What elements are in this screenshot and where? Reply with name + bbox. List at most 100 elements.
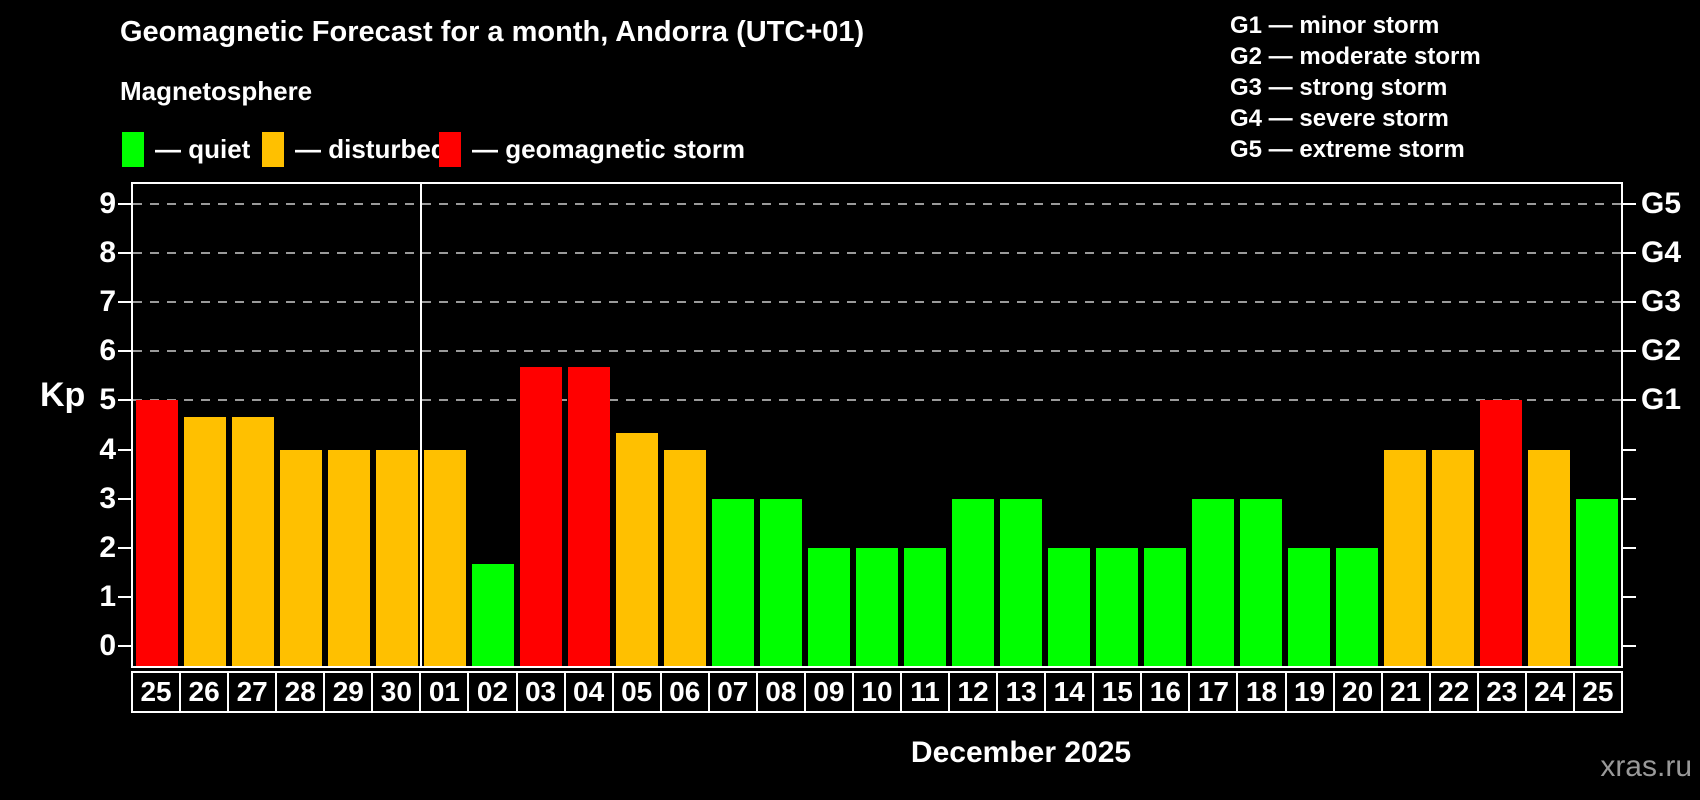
gridline-kp7: [133, 301, 1621, 304]
y-tick-left-6: [118, 350, 131, 353]
bar-17: [1192, 498, 1234, 666]
y-tick-right-2: [1623, 546, 1636, 549]
y-tick-right-8: [1623, 251, 1636, 254]
y-tick-left-7: [118, 301, 131, 304]
legend-item-quiet: — quiet: [122, 130, 250, 168]
x-tick-label-25: 25: [1572, 671, 1623, 713]
g-legend-line-5: G5 — extreme storm: [1230, 136, 1465, 163]
bar-12: [952, 498, 994, 666]
storm-color-swatch: [439, 131, 461, 167]
x-tick-label-02: 02: [467, 671, 518, 713]
y-tick-left-8: [118, 251, 131, 254]
bar-18: [1240, 498, 1282, 666]
legend-item-storm: — geomagnetic storm: [439, 130, 745, 168]
x-tick-label-06: 06: [659, 671, 710, 713]
y-tick-label-9: 9: [99, 186, 116, 220]
bar-08: [760, 498, 802, 666]
x-tick-label-09: 09: [803, 671, 854, 713]
y-tick-right-5: [1623, 399, 1636, 402]
x-tick-label-05: 05: [611, 671, 662, 713]
y-tick-right-0: [1623, 645, 1636, 648]
y-tick-label-0: 0: [99, 629, 116, 663]
x-tick-label-21: 21: [1380, 671, 1431, 713]
disturbed-color-swatch: [262, 131, 284, 167]
g-axis-label-G1: G1: [1641, 383, 1682, 417]
x-tick-label-14: 14: [1044, 671, 1095, 713]
bar-10: [856, 547, 898, 666]
x-tick-label-04: 04: [563, 671, 614, 713]
bar-25: [1576, 498, 1618, 666]
x-tick-label-22: 22: [1428, 671, 1479, 713]
y-tick-label-1: 1: [99, 580, 116, 614]
x-tick-label-08: 08: [755, 671, 806, 713]
bar-24: [1528, 449, 1570, 666]
x-axis-label-row: 25 26 27 28 29 30 01 02 03 04 05 06 07 08 09 10 11 12 13 14…: [131, 671, 1623, 713]
legend-label-quiet: — quiet: [155, 133, 251, 164]
chart-title: Geomagnetic Forecast for a month, Andorr…: [120, 16, 865, 48]
x-tick-label-01: 01: [419, 671, 470, 713]
x-tick-label-10: 10: [851, 671, 902, 713]
x-tick-label-19: 19: [1284, 671, 1335, 713]
g-legend-line-1: G1 — minor storm: [1230, 12, 1440, 39]
y-tick-left-1: [118, 596, 131, 599]
bar-26: [184, 416, 226, 666]
x-tick-label-29: 29: [323, 671, 374, 713]
legend-label-storm: — geomagnetic storm: [472, 133, 746, 164]
x-tick-label-03: 03: [515, 671, 566, 713]
plot-area: [131, 182, 1623, 668]
g-axis-label-G3: G3: [1641, 285, 1682, 319]
bar-14: [1048, 547, 1090, 666]
x-tick-label-30: 30: [371, 671, 422, 713]
watermark: xras.ru: [1600, 750, 1692, 783]
g-axis-label-G4: G4: [1641, 235, 1682, 269]
legend-item-disturbed: — disturbed: [262, 130, 447, 168]
y-tick-right-3: [1623, 497, 1636, 500]
y-tick-label-4: 4: [99, 432, 116, 466]
y-tick-left-5: [118, 399, 131, 402]
x-tick-label-24: 24: [1524, 671, 1575, 713]
x-tick-label-15: 15: [1092, 671, 1143, 713]
quiet-color-swatch: [122, 131, 144, 167]
bar-05: [616, 433, 658, 666]
y-tick-label-6: 6: [99, 334, 116, 368]
bar-21: [1384, 449, 1426, 666]
y-axis-title: Kp: [40, 376, 86, 414]
y-tick-right-6: [1623, 350, 1636, 353]
x-tick-label-16: 16: [1140, 671, 1191, 713]
y-tick-label-8: 8: [99, 235, 116, 269]
y-tick-left-3: [118, 497, 131, 500]
x-tick-label-17: 17: [1188, 671, 1239, 713]
x-tick-label-11: 11: [900, 671, 951, 713]
legend-label-disturbed: — disturbed: [295, 133, 447, 164]
y-tick-left-2: [118, 546, 131, 549]
bar-04: [568, 367, 610, 666]
g-axis-label-G5: G5: [1641, 186, 1682, 220]
g-legend-line-3: G3 — strong storm: [1230, 74, 1448, 101]
bar-13: [1000, 498, 1042, 666]
x-tick-label-23: 23: [1476, 671, 1527, 713]
bar-28: [280, 449, 322, 666]
gridline-kp9: [133, 202, 1621, 205]
bar-25: [136, 400, 178, 666]
x-tick-label-18: 18: [1236, 671, 1287, 713]
x-tick-label-27: 27: [227, 671, 278, 713]
g-scale-legend: G1 — minor storm G2 — moderate storm G3 …: [1230, 10, 1481, 165]
g-legend-line-2: G2 — moderate storm: [1230, 43, 1481, 70]
y-tick-label-3: 3: [99, 481, 116, 515]
y-tick-right-9: [1623, 202, 1636, 205]
x-tick-label-13: 13: [996, 671, 1047, 713]
chart-subtitle: Magnetosphere: [120, 76, 313, 106]
x-tick-label-26: 26: [179, 671, 230, 713]
g-legend-line-4: G4 — severe storm: [1230, 105, 1449, 132]
y-tick-left-4: [118, 448, 131, 451]
bar-16: [1144, 547, 1186, 666]
g-axis-label-G2: G2: [1641, 334, 1682, 368]
x-tick-label-28: 28: [275, 671, 326, 713]
bar-02: [472, 564, 514, 666]
y-tick-right-7: [1623, 301, 1636, 304]
bar-09: [808, 547, 850, 666]
bar-01: [424, 449, 466, 666]
bar-22: [1432, 449, 1474, 666]
bar-03: [520, 367, 562, 666]
